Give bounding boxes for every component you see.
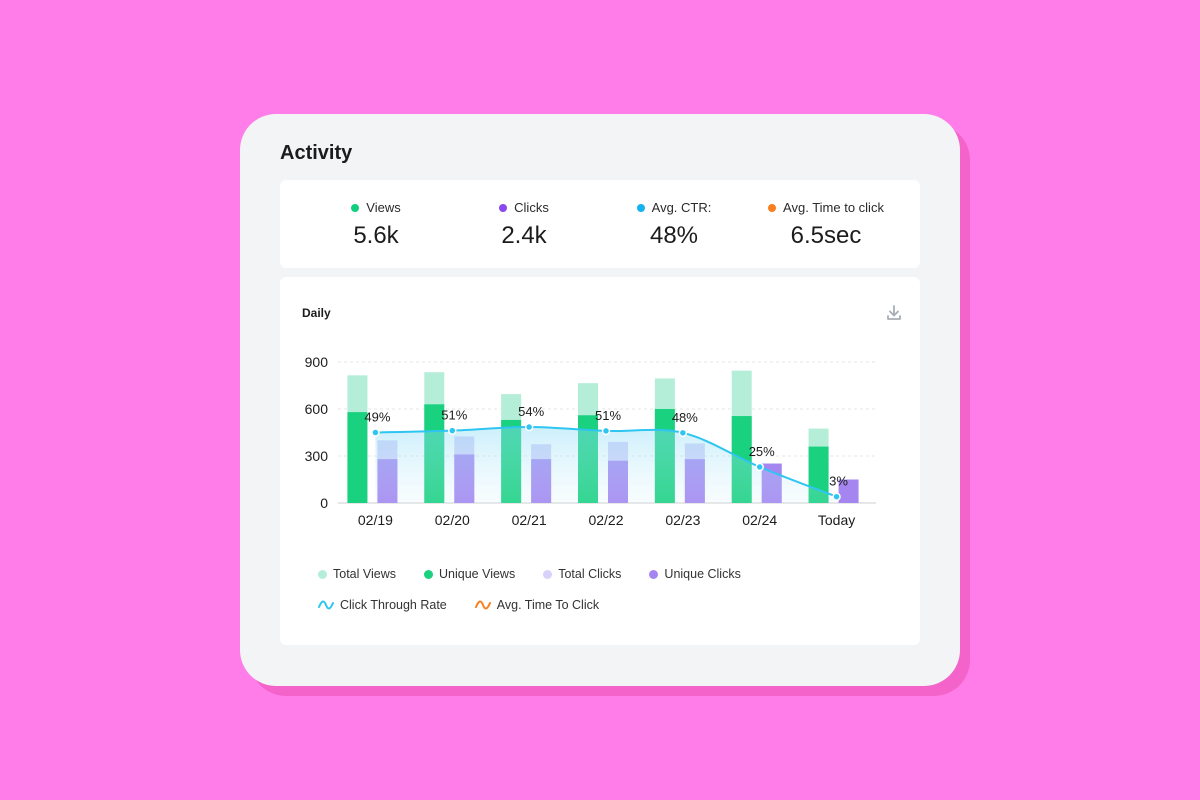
legend-dot: [318, 569, 327, 579]
clicks-dot: [499, 203, 508, 212]
legend-label: Click Through Rate: [340, 598, 447, 612]
stat-label: Avg. Time to click: [783, 200, 884, 215]
ctr-data-label: 49%: [364, 410, 390, 425]
bar-unique-views: [347, 412, 368, 503]
y-tick-label: 0: [320, 495, 328, 511]
stat-value: 6.5sec: [790, 222, 862, 249]
x-tick-label: 02/20: [435, 512, 470, 528]
legend-item-unique-clicks[interactable]: Unique Clicks: [649, 567, 741, 581]
legend-dot: [424, 569, 433, 579]
stat-label: Clicks: [514, 200, 549, 215]
ctr-point: [678, 428, 688, 438]
legend-row-1: Total Views Unique Views Total Clicks Un…: [318, 567, 741, 581]
download-icon: [887, 305, 901, 320]
legend-label: Unique Clicks: [664, 567, 741, 581]
x-tick-label: Today: [818, 512, 855, 528]
stat-value: 2.4k: [501, 222, 547, 249]
ctr-point: [755, 462, 764, 472]
ctr-data-label: 51%: [441, 408, 467, 423]
stat-label: Views: [366, 200, 401, 215]
ctr-data-label: 48%: [672, 410, 698, 425]
legend-label: Unique Views: [439, 567, 516, 581]
wave-icon: [474, 600, 491, 610]
ctr-data-label: 54%: [518, 404, 544, 419]
legend-row-2: Click Through Rate Avg. Time To Click: [318, 598, 599, 612]
stat-value: 48%: [649, 222, 699, 249]
download-button[interactable]: [880, 301, 908, 325]
legend-item-avg-time-to-click[interactable]: Avg. Time To Click: [474, 598, 600, 612]
x-tick-label: 02/19: [358, 512, 393, 528]
ctr-data-label: 25%: [749, 444, 775, 459]
time-dot: [768, 203, 777, 212]
y-tick-label: 300: [305, 448, 329, 464]
stat-value: 5.6k: [353, 222, 399, 249]
stat-clicks: Clicks 2.4k: [444, 180, 604, 268]
x-tick-label: 02/23: [665, 512, 700, 528]
ctr-point: [832, 492, 841, 501]
wave-icon: [318, 600, 334, 610]
legend-dot: [543, 569, 553, 579]
y-tick-label: 900: [305, 354, 329, 370]
y-tick-label: 600: [305, 401, 329, 417]
legend-label: Total Views: [333, 567, 396, 581]
stat-ctr: Avg. CTR: 48%: [594, 180, 754, 268]
bar-unique-clicks: [838, 479, 859, 503]
chart-panel: Daily 0 300 600 900 49% 51% 54% 51% 48% 25% 3% 02/1…: [280, 277, 920, 645]
card-title: Activity: [280, 142, 353, 164]
stat-views: Views 5.6k: [296, 180, 456, 268]
ctr-data-label: 51%: [595, 408, 621, 423]
stat-label: Avg. CTR:: [651, 200, 712, 215]
legend-label: Avg. Time To Click: [496, 598, 600, 612]
ctr-point: [524, 422, 534, 432]
legend-dot: [649, 569, 659, 579]
views-dot: [351, 203, 360, 212]
daily-chart: 0 300 600 900 49% 51% 54% 51% 48% 25% 3% 02/19 02/20…: [305, 354, 876, 528]
ctr-dot: [636, 203, 645, 212]
legend-item-total-clicks[interactable]: Total Clicks: [543, 567, 621, 581]
ctr-area: [375, 427, 837, 503]
legend-item-click-through-rate[interactable]: Click Through Rate: [318, 598, 447, 612]
stats-panel: Views 5.6k Clicks 2.4k Avg. CTR: 48% Avg…: [280, 180, 920, 268]
x-tick-label: 02/21: [512, 512, 547, 528]
legend-item-total-views[interactable]: Total Views: [318, 567, 396, 581]
activity-card: Activity Views 5.6k Clicks 2.4k Avg. CTR…: [240, 114, 960, 686]
chart-title: Daily: [302, 306, 331, 320]
ctr-point: [601, 426, 611, 436]
legend-label: Total Clicks: [558, 567, 622, 581]
ctr-point: [448, 426, 457, 435]
ctr-point: [371, 428, 380, 437]
x-tick-label: 02/22: [588, 512, 623, 528]
stat-time-to-click: Avg. Time to click 6.5sec: [746, 180, 906, 268]
legend-item-unique-views[interactable]: Unique Views: [424, 567, 515, 581]
x-tick-label: 02/24: [742, 512, 777, 528]
ctr-data-label: 3%: [829, 474, 848, 489]
